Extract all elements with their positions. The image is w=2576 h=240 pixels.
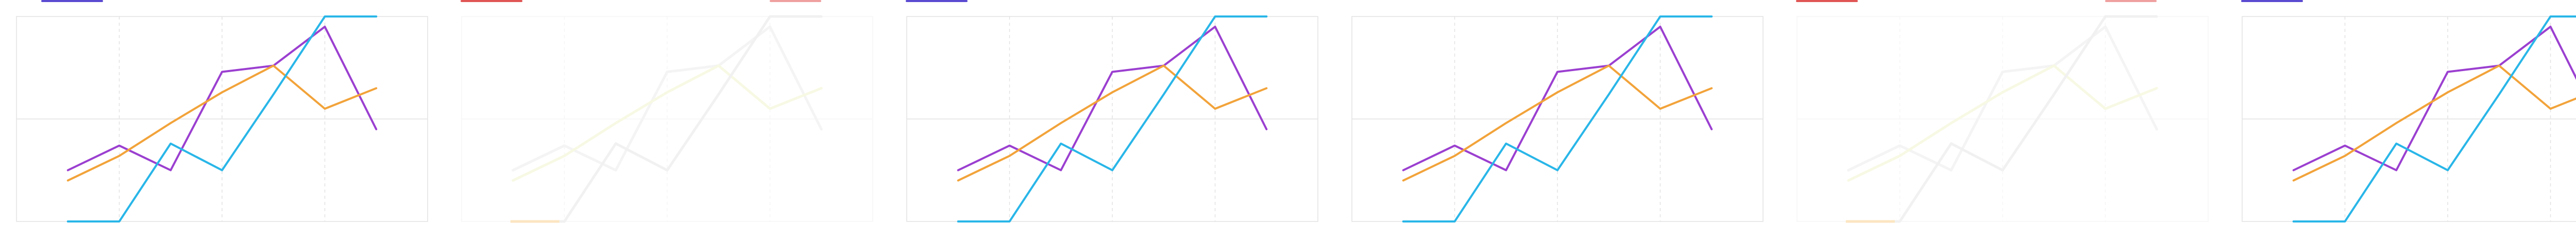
line-chart-2 [461, 15, 873, 223]
chart-panel-4 [1335, 0, 1781, 240]
series-line-1 [1847, 25, 2158, 172]
series-line-3 [2292, 15, 2576, 222]
chart-panel-6 [2226, 0, 2576, 240]
line-chart-3 [906, 15, 1318, 222]
line-chart-4 [1351, 15, 1764, 222]
plot-frame [1797, 16, 2209, 222]
series-line-1 [1402, 25, 1713, 172]
series-line-2 [1402, 64, 1713, 182]
line-chart-1 [16, 15, 428, 222]
chart-panel-2 [445, 0, 890, 240]
series-line-1 [512, 25, 823, 172]
series-line-1 [66, 25, 378, 172]
series-line-3 [512, 15, 823, 223]
series-line-2 [1847, 64, 2158, 182]
line-chart-5 [1797, 15, 2209, 223]
legend-swatch-2b [770, 0, 821, 2]
legend-swatch-5b [2105, 0, 2157, 2]
chart-panel-3 [890, 0, 1335, 240]
series-line-3 [1847, 15, 2158, 223]
chart-panel-5 [1781, 0, 2226, 240]
series-line-3 [1402, 15, 1713, 222]
plot-frame [461, 16, 873, 222]
chart-panel-1 [0, 0, 445, 240]
legend-swatch-5a [1796, 0, 1858, 2]
legend-swatch-2a [461, 0, 522, 2]
line-chart-6 [2242, 15, 2576, 222]
series-line-3 [957, 15, 1268, 222]
series-line-2 [512, 64, 823, 182]
series-line-2 [2292, 64, 2576, 182]
legend-swatch-1 [41, 0, 103, 2]
legend-swatch-3 [906, 0, 968, 2]
series-line-2 [957, 64, 1268, 182]
legend-swatch-6 [2241, 0, 2303, 2]
series-line-3 [66, 15, 378, 222]
series-line-1 [957, 25, 1268, 172]
series-line-1 [2292, 25, 2576, 172]
series-line-2 [66, 64, 378, 182]
